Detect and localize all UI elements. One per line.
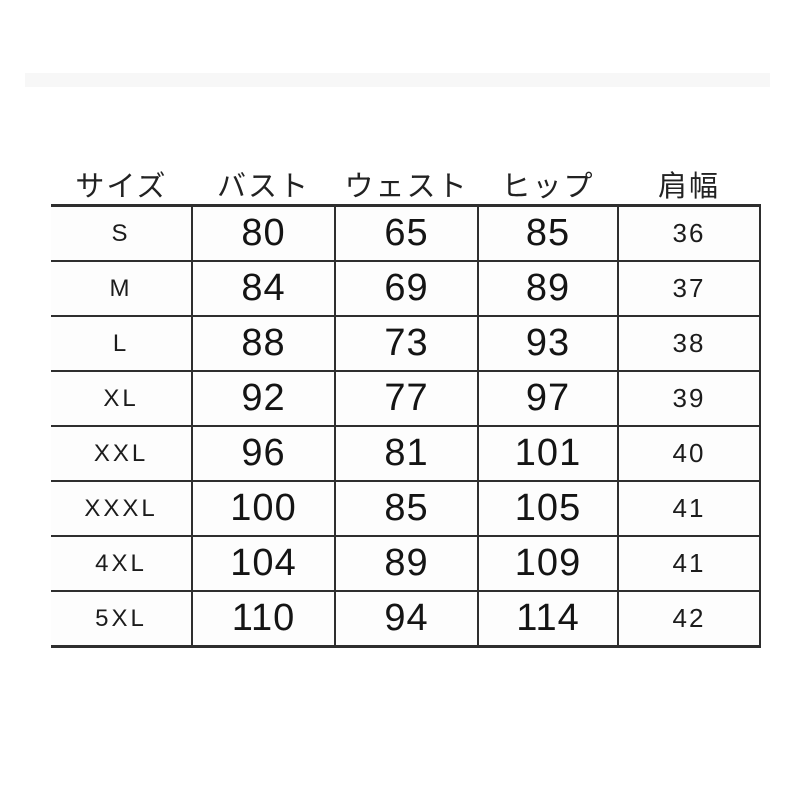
- waist-cell: 65: [334, 204, 479, 262]
- shoulder-cell: 41: [617, 535, 761, 592]
- column-header-bust: バスト: [216, 171, 310, 203]
- table-row: XXL 96 81 101 40: [51, 425, 761, 482]
- shoulder-cell: 42: [617, 590, 761, 648]
- size-chart: サイズ バスト ウェスト ヒップ 肩幅 S 80 65 85 36 M 84 6…: [51, 163, 761, 648]
- column-header-shoulder: 肩幅: [657, 171, 720, 203]
- waist-cell: 81: [334, 425, 479, 482]
- table-row: 4XL 104 89 109 41: [51, 535, 761, 592]
- hip-cell: 114: [477, 590, 619, 648]
- shoulder-cell: 37: [617, 260, 761, 317]
- size-cell: XXL: [51, 425, 193, 482]
- table-row: XXXL 100 85 105 41: [51, 480, 761, 537]
- column-header-hip: ヒップ: [501, 171, 595, 203]
- hip-cell: 105: [477, 480, 619, 537]
- bust-cell: 110: [191, 590, 336, 648]
- size-cell: 4XL: [51, 535, 193, 592]
- bust-cell: 80: [191, 204, 336, 262]
- shoulder-cell: 40: [617, 425, 761, 482]
- bust-cell: 96: [191, 425, 336, 482]
- size-cell: M: [51, 260, 193, 317]
- waist-cell: 85: [334, 480, 479, 537]
- bust-cell: 88: [191, 315, 336, 372]
- column-header-size: サイズ: [75, 171, 168, 203]
- bust-cell: 104: [191, 535, 336, 592]
- size-chart-table: S 80 65 85 36 M 84 69 89 37 L 88 73 93 3…: [51, 204, 761, 648]
- bust-cell: 84: [191, 260, 336, 317]
- hip-cell: 93: [477, 315, 619, 372]
- bust-cell: 100: [191, 480, 336, 537]
- hip-cell: 109: [477, 535, 619, 592]
- size-chart-header-row: サイズ バスト ウェスト ヒップ 肩幅: [51, 163, 760, 204]
- hip-cell: 89: [477, 260, 619, 317]
- waist-cell: 69: [334, 260, 479, 317]
- size-cell: L: [51, 315, 193, 372]
- table-row: S 80 65 85 36: [51, 204, 761, 262]
- size-cell: S: [51, 204, 193, 262]
- waist-cell: 89: [334, 535, 479, 592]
- shoulder-cell: 41: [617, 480, 761, 537]
- shoulder-cell: 38: [617, 315, 761, 372]
- size-cell: XL: [51, 370, 193, 427]
- faint-scan-band: [25, 73, 770, 87]
- waist-cell: 94: [334, 590, 479, 648]
- hip-cell: 101: [477, 425, 619, 482]
- table-row: 5XL 110 94 114 42: [51, 590, 761, 648]
- waist-cell: 73: [334, 315, 479, 372]
- shoulder-cell: 36: [617, 204, 761, 262]
- table-row: L 88 73 93 38: [51, 315, 761, 372]
- shoulder-cell: 39: [617, 370, 761, 427]
- column-header-waist: ウェスト: [344, 171, 469, 203]
- waist-cell: 77: [334, 370, 479, 427]
- bust-cell: 92: [191, 370, 336, 427]
- hip-cell: 97: [477, 370, 619, 427]
- size-cell: XXXL: [51, 480, 193, 537]
- size-cell: 5XL: [51, 590, 193, 648]
- table-row: M 84 69 89 37: [51, 260, 761, 317]
- hip-cell: 85: [477, 204, 619, 262]
- table-row: XL 92 77 97 39: [51, 370, 761, 427]
